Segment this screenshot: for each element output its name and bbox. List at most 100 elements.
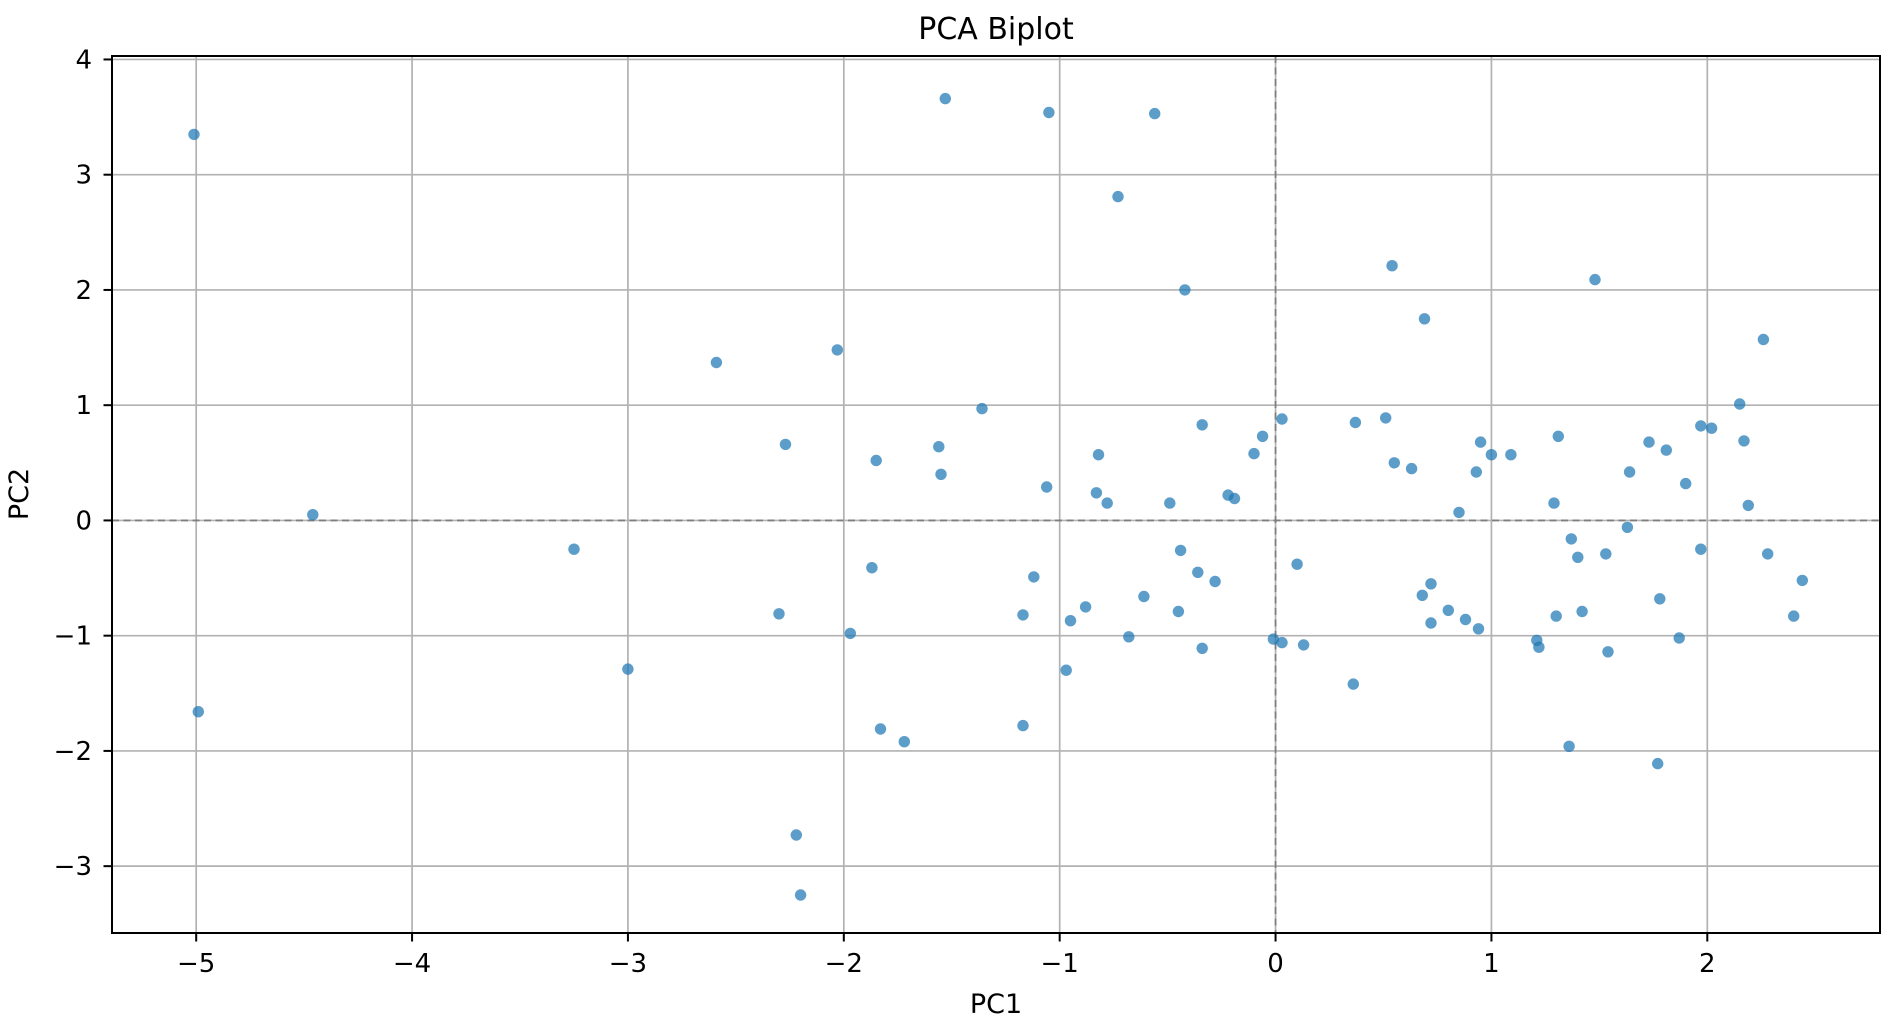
data-point — [1552, 430, 1565, 442]
data-point — [1533, 641, 1545, 653]
data-point — [1505, 449, 1517, 461]
data-point — [866, 562, 878, 574]
data-point — [1149, 107, 1161, 120]
data-point — [1442, 604, 1455, 616]
x-tick-label: −1 — [1041, 949, 1079, 979]
data-point — [192, 706, 204, 718]
data-point — [1600, 548, 1612, 560]
x-tick-label: −3 — [609, 949, 647, 979]
data-point — [1064, 615, 1077, 627]
data-point — [1138, 590, 1150, 603]
y-tick-label: 3 — [75, 161, 92, 191]
data-point — [1425, 617, 1437, 629]
data-point — [790, 829, 802, 841]
data-point — [1796, 574, 1809, 587]
x-tick-label: −5 — [177, 949, 215, 979]
data-point — [976, 402, 988, 415]
data-point — [622, 663, 634, 675]
data-point — [1695, 420, 1707, 432]
data-point — [844, 627, 856, 640]
data-point — [1416, 589, 1429, 601]
data-point — [1123, 631, 1135, 643]
data-point — [1453, 506, 1465, 519]
data-point — [1060, 664, 1072, 676]
data-point — [1386, 260, 1398, 272]
data-point — [1209, 575, 1221, 588]
data-point — [874, 723, 887, 735]
data-point — [1297, 639, 1310, 651]
data-point — [188, 128, 200, 141]
data-point — [1643, 436, 1655, 448]
x-tick-label: 2 — [1699, 949, 1716, 979]
x-tick-label: −2 — [825, 949, 863, 979]
data-point — [1485, 449, 1498, 461]
data-point — [1101, 497, 1113, 509]
data-point — [1017, 609, 1029, 621]
data-point — [779, 438, 792, 451]
data-point — [568, 543, 580, 555]
y-tick-label: −3 — [54, 852, 92, 882]
data-point — [1418, 313, 1431, 325]
y-tick-label: 2 — [75, 276, 92, 306]
data-point — [939, 92, 951, 105]
data-point — [307, 509, 319, 521]
data-point — [1757, 333, 1770, 346]
data-point — [773, 608, 785, 620]
data-point — [1742, 499, 1755, 512]
data-point — [1563, 740, 1575, 752]
data-point — [1347, 678, 1360, 690]
data-point — [1589, 273, 1601, 286]
data-point — [1762, 548, 1774, 560]
data-point — [1291, 558, 1303, 570]
data-point — [1695, 543, 1707, 555]
data-point — [1550, 610, 1562, 622]
x-tick-label: 0 — [1267, 949, 1284, 979]
data-point — [1267, 633, 1280, 645]
data-point — [831, 344, 843, 356]
data-point — [1276, 636, 1288, 649]
data-point — [1474, 436, 1487, 448]
data-point — [1405, 462, 1418, 475]
data-point — [1028, 571, 1040, 583]
data-point — [935, 468, 947, 480]
data-point — [1090, 487, 1103, 499]
data-point — [1041, 481, 1053, 493]
y-axis-label: PC2 — [4, 468, 35, 520]
data-point — [1172, 605, 1185, 618]
data-point — [1017, 719, 1029, 732]
data-point — [1459, 613, 1472, 626]
data-point — [1705, 422, 1718, 434]
data-point — [1654, 593, 1666, 605]
chart-title: PCA Biplot — [918, 12, 1074, 47]
y-tick-label: 4 — [75, 45, 92, 75]
data-point — [1164, 497, 1176, 509]
x-tick-label: −4 — [393, 949, 431, 979]
data-point — [1565, 533, 1578, 545]
data-point — [1388, 457, 1401, 469]
data-point — [1112, 190, 1124, 203]
data-point — [1660, 444, 1673, 456]
x-tick-label: 1 — [1483, 949, 1500, 979]
zero-lines-layer — [112, 56, 1880, 933]
data-point — [1256, 430, 1269, 442]
data-point — [1192, 566, 1204, 578]
data-point — [1788, 610, 1800, 622]
y-tick-label: 1 — [75, 391, 92, 421]
data-point — [1079, 601, 1092, 613]
data-point — [1179, 284, 1191, 296]
y-tick-label: −1 — [54, 622, 92, 652]
tick-marks-layer — [103, 58, 1709, 942]
data-point — [1652, 757, 1664, 770]
data-point — [1602, 646, 1614, 658]
y-tick-label: 0 — [75, 506, 92, 536]
plot-frame — [111, 55, 1881, 934]
grid-layer — [112, 56, 1880, 933]
data-point — [710, 356, 723, 369]
data-point — [1734, 398, 1746, 410]
data-point — [1576, 605, 1588, 618]
data-point — [1349, 416, 1362, 429]
data-point — [1248, 447, 1260, 460]
data-point — [1425, 578, 1437, 590]
data-point — [933, 441, 945, 453]
